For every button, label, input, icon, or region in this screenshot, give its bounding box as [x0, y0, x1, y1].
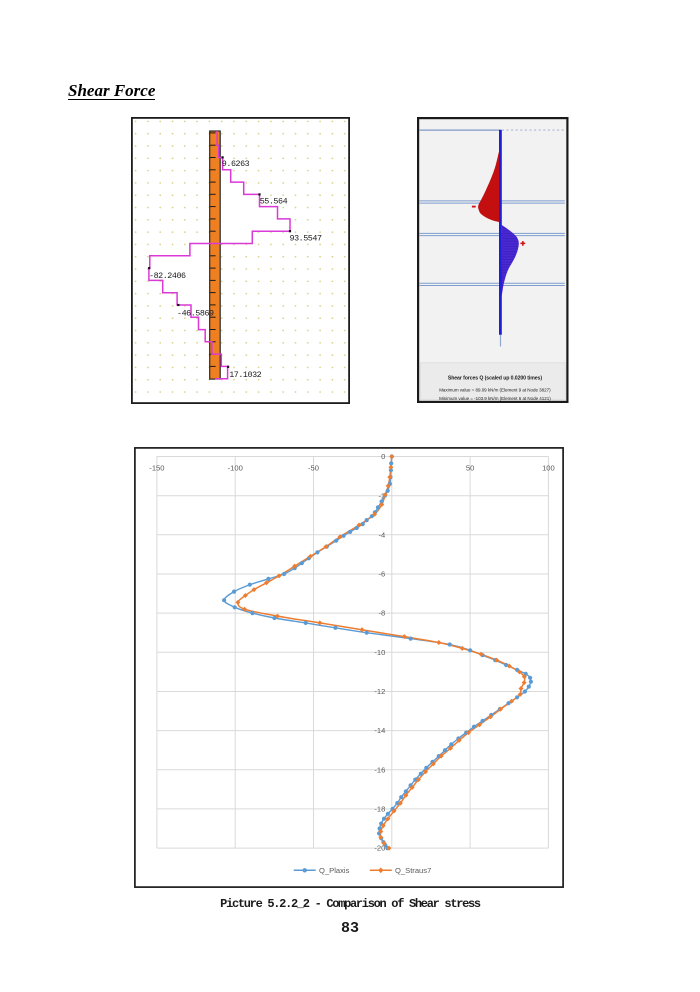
svg-text:-82.2406: -82.2406	[149, 271, 186, 281]
svg-text:50: 50	[466, 463, 474, 472]
svg-text:-6: -6	[379, 569, 386, 578]
svg-text:-150: -150	[149, 463, 164, 472]
svg-text:9.6263: 9.6263	[222, 159, 250, 169]
svg-text:Maximum value = 89.09 kN/m (El: Maximum value = 89.09 kN/m (Element 9 at…	[439, 387, 551, 392]
svg-text:-46.5869: -46.5869	[177, 309, 214, 319]
svg-text:100: 100	[542, 463, 555, 472]
svg-text:-8: -8	[379, 609, 386, 618]
svg-text:-20: -20	[375, 844, 386, 853]
svg-text:55.564: 55.564	[259, 197, 287, 207]
svg-text:93.5547: 93.5547	[289, 234, 321, 244]
svg-text:-100: -100	[228, 463, 243, 472]
svg-text:Q_Plaxis: Q_Plaxis	[319, 866, 350, 875]
svg-text:-18: -18	[375, 804, 386, 813]
svg-text:Minimum value = -103.9 kN/m (E: Minimum value = -103.9 kN/m (Element 6 a…	[439, 396, 551, 401]
svg-text:Shear forces Q (scaled up 0.02: Shear forces Q (scaled up 0.0200 times)	[448, 375, 543, 381]
svg-text:-16: -16	[375, 765, 386, 774]
svg-text:-4: -4	[379, 530, 386, 539]
svg-text:0: 0	[381, 452, 385, 461]
svg-text:-12: -12	[375, 687, 386, 696]
svg-text:Q_Straus7: Q_Straus7	[395, 866, 431, 875]
svg-text:-14: -14	[375, 726, 386, 735]
svg-text:-2: -2	[379, 491, 386, 500]
svg-text:17.1032: 17.1032	[229, 370, 261, 380]
svg-text:-10: -10	[375, 648, 386, 657]
svg-text:-50: -50	[308, 463, 319, 472]
